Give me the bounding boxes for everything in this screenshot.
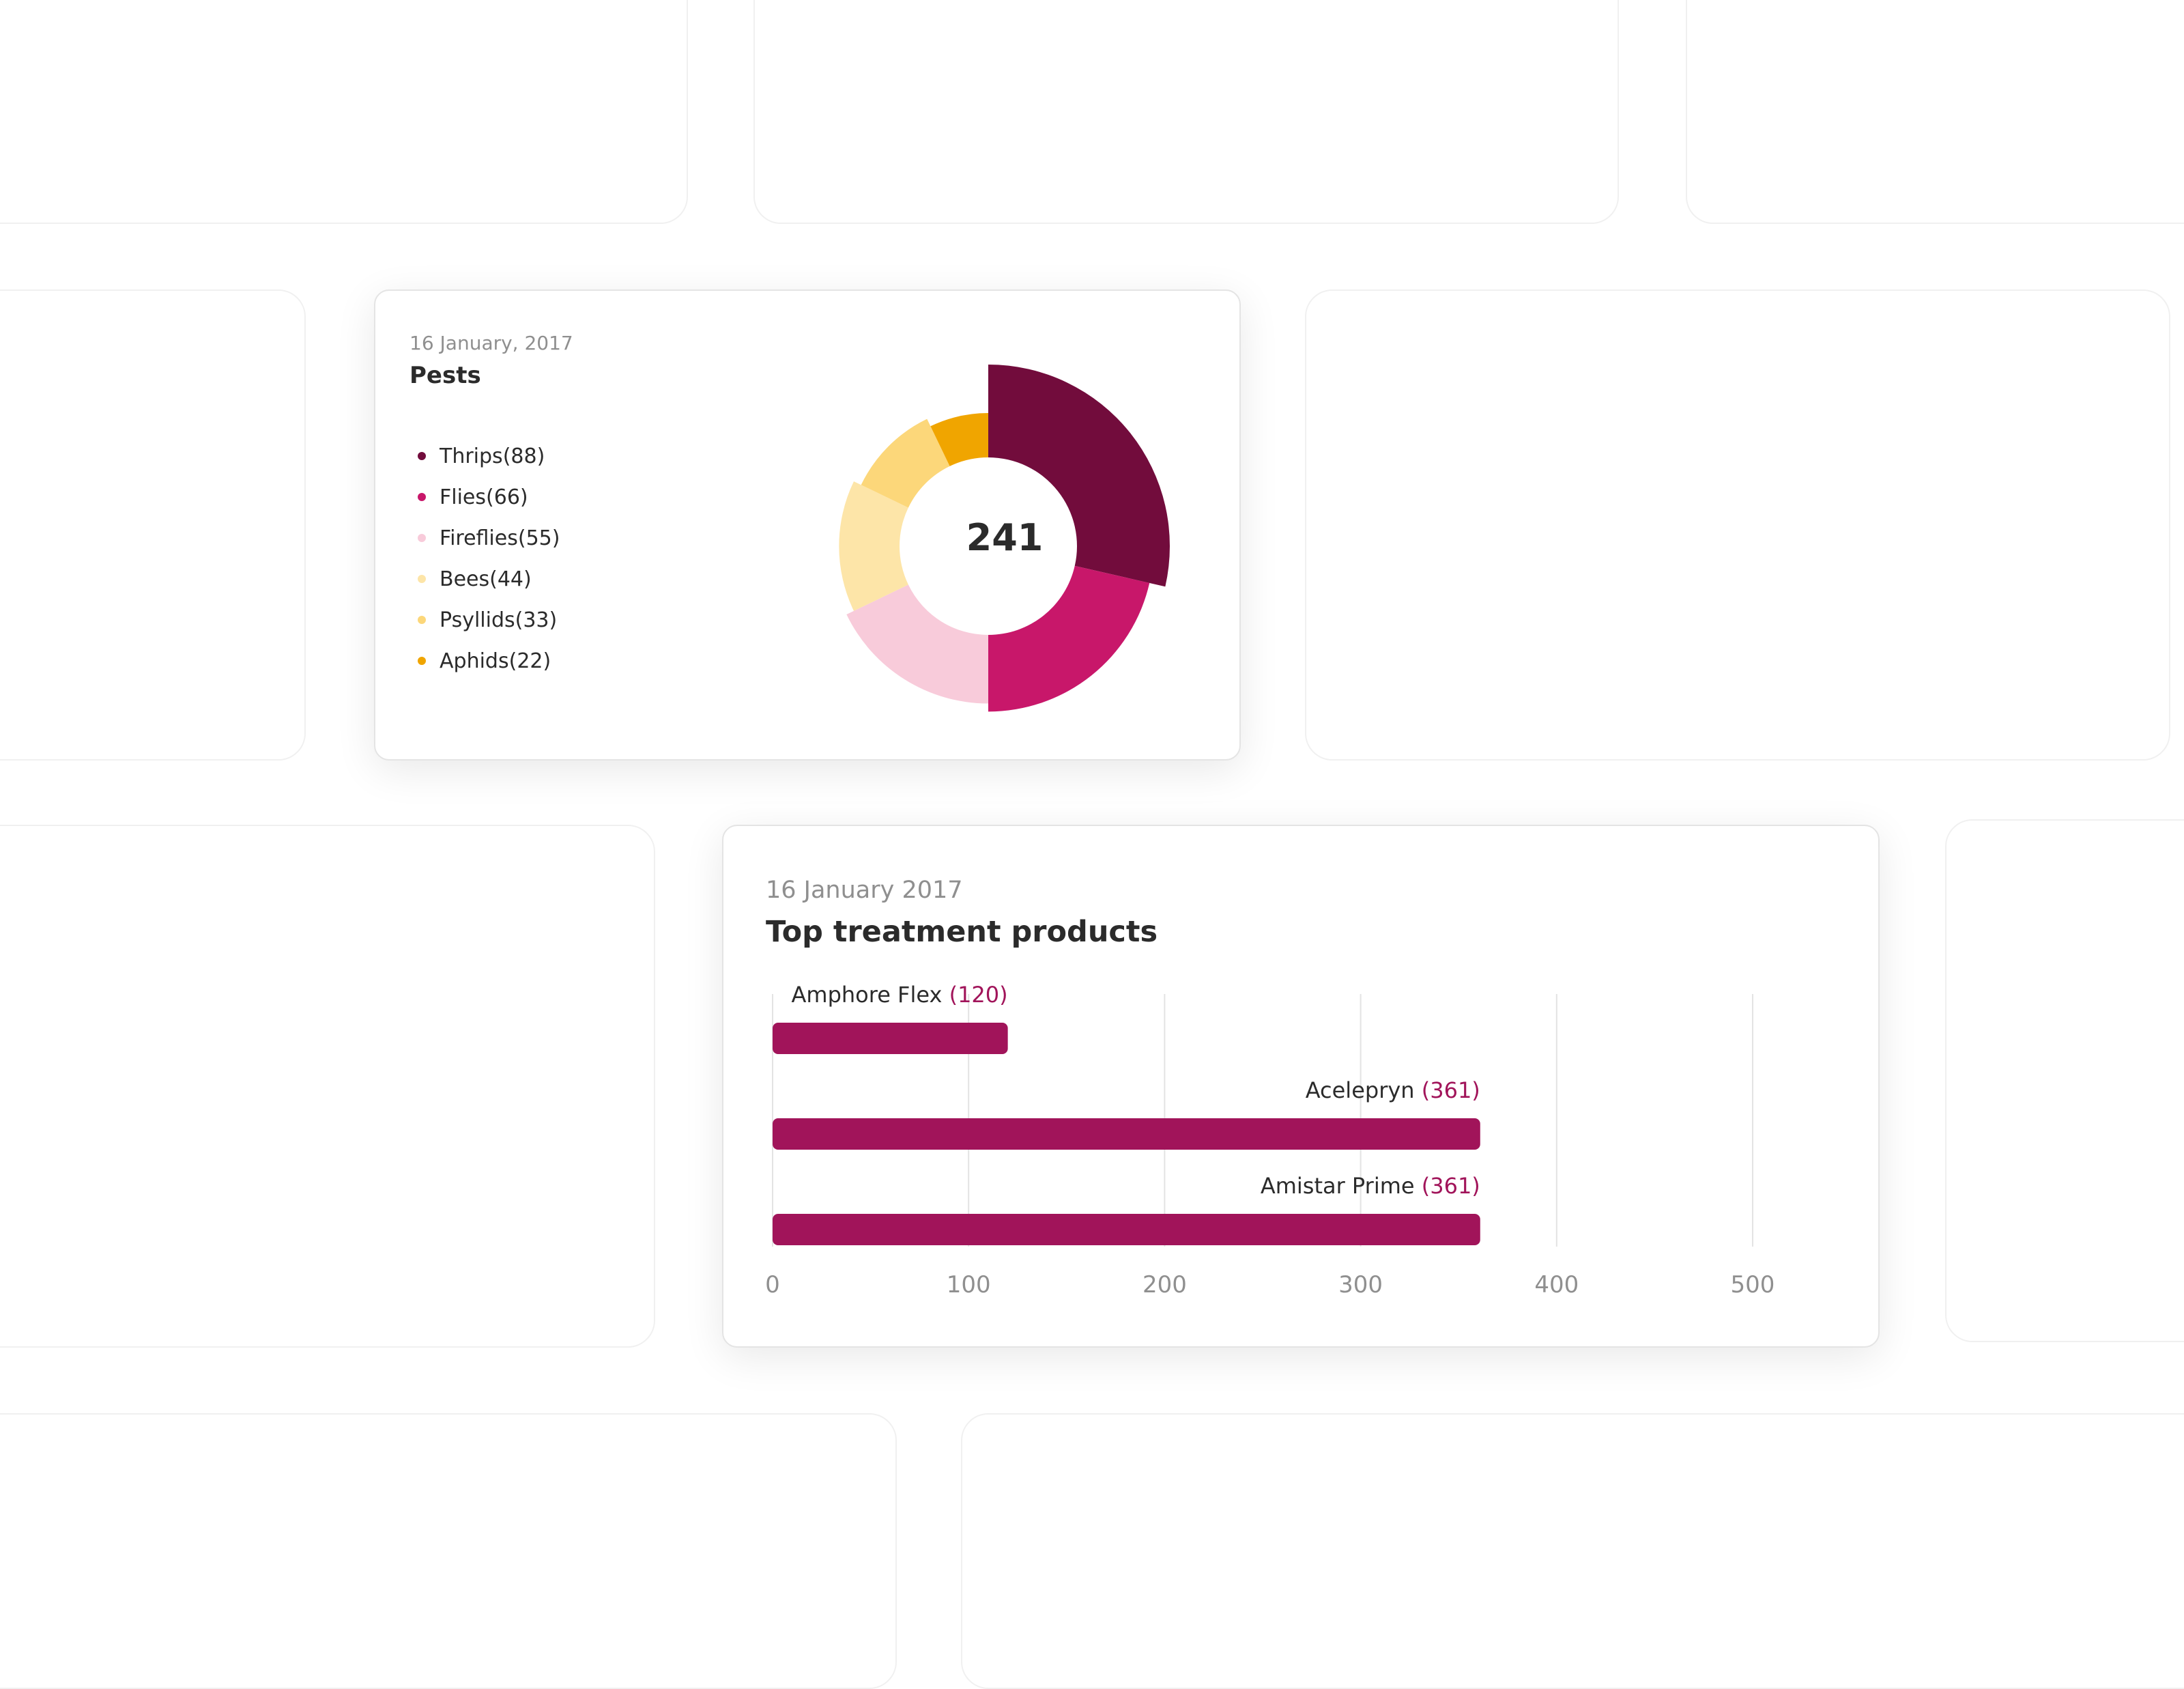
pests-title: Pests <box>410 362 481 389</box>
bar-amistar-prime <box>773 1214 1480 1245</box>
bar-value: (361) <box>1422 1077 1480 1103</box>
bar-category: Amistar Prime <box>1261 1173 1422 1199</box>
donut-slice-aphids <box>930 413 988 466</box>
bar-category: Acelepryn <box>1306 1077 1422 1103</box>
legend-label: Psyllids <box>440 608 515 632</box>
legend-item-flies: Flies66 <box>415 477 560 517</box>
legend-dot <box>418 616 426 624</box>
placeholder-card <box>961 1413 2184 1689</box>
legend-item-psyllids: Psyllids33 <box>415 599 560 640</box>
treatment-bar-chart: 0 100 200 300 400 500 Amphore Flex (120) Acelep… <box>765 982 1775 1298</box>
legend-item-fireflies: Fireflies55 <box>415 517 560 558</box>
placeholder-card <box>0 0 688 224</box>
x-tick-label: 400 <box>1534 1271 1579 1298</box>
treatment-title: Top treatment products <box>766 915 1158 949</box>
x-tick-label: 500 <box>1731 1271 1775 1298</box>
donut-slice-flies <box>988 565 1150 712</box>
legend-count: 44 <box>489 567 532 591</box>
donut-slice-thrips <box>988 365 1170 587</box>
legend-count: 88 <box>503 444 545 468</box>
bar-value: (120) <box>949 982 1008 1008</box>
legend-dot <box>418 452 426 460</box>
legend-count: 66 <box>486 485 528 509</box>
placeholder-card <box>1305 289 2170 761</box>
legend-dot <box>418 534 426 542</box>
legend-count: 22 <box>509 649 551 673</box>
bar-acelepryn <box>773 1118 1480 1150</box>
x-tick-label: 200 <box>1143 1271 1187 1298</box>
donut-slice-psyllids <box>861 418 950 508</box>
legend-label: Flies <box>440 485 487 509</box>
legend-label: Aphids <box>440 649 509 673</box>
legend-dot <box>418 657 426 665</box>
pests-donut-chart <box>839 365 1170 712</box>
placeholder-card <box>0 825 655 1348</box>
bar-value: (361) <box>1422 1173 1480 1199</box>
x-tick-label: 0 <box>765 1271 780 1298</box>
placeholder-card <box>0 1413 897 1689</box>
donut-total-label: 241 <box>966 516 1044 559</box>
donut-slice-fireflies <box>846 584 988 704</box>
x-tick-label: 300 <box>1338 1271 1383 1298</box>
placeholder-card <box>1686 0 2184 224</box>
legend-dot <box>418 493 426 501</box>
pests-legend: Thrips88Flies66Fireflies55Bees44Psyllids… <box>415 436 560 681</box>
pests-date: 16 January, 2017 <box>410 332 573 354</box>
treatment-date: 16 January 2017 <box>766 877 963 904</box>
pests-card: 16 January, 2017 Pests Thrips88Flies66Fi… <box>374 289 1241 761</box>
placeholder-card <box>0 289 306 761</box>
legend-item-bees: Bees44 <box>415 558 560 599</box>
bar-label: Amphore Flex (120) <box>792 982 1008 1008</box>
placeholder-card <box>753 0 1619 224</box>
treatment-products-card: 16 January 2017 Top treatment products 0… <box>722 825 1880 1348</box>
legend-label: Bees <box>440 567 490 591</box>
bar-label: Amistar Prime (361) <box>1261 1173 1480 1199</box>
x-tick-label: 100 <box>947 1271 991 1298</box>
legend-label: Fireflies <box>440 526 518 550</box>
bar-label: Acelepryn (361) <box>1306 1077 1480 1103</box>
legend-item-aphids: Aphids22 <box>415 640 560 681</box>
placeholder-card <box>1945 819 2184 1342</box>
legend-item-thrips: Thrips88 <box>415 436 560 477</box>
legend-label: Thrips <box>440 444 503 468</box>
donut-slice-bees <box>839 481 908 611</box>
legend-count: 55 <box>518 526 560 550</box>
legend-count: 33 <box>515 608 558 632</box>
legend-dot <box>418 575 426 583</box>
bar-amphore-flex <box>773 1023 1008 1054</box>
bar-category: Amphore Flex <box>792 982 949 1008</box>
